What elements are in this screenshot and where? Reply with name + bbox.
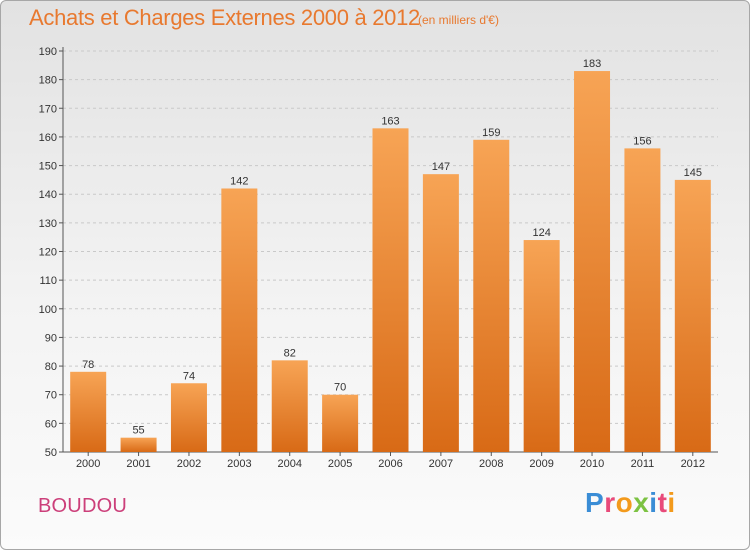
data-label-2011: 156 xyxy=(633,135,651,147)
x-tick-label-2002: 2002 xyxy=(177,458,201,470)
x-tick-label-2003: 2003 xyxy=(227,458,251,470)
y-tick-label-70: 70 xyxy=(45,390,57,402)
x-tick-label-2007: 2007 xyxy=(429,458,453,470)
data-label-2001: 55 xyxy=(132,425,144,437)
chart-title: Achats et Charges Externes 2000 à 2012 xyxy=(29,5,420,30)
data-label-2006: 163 xyxy=(381,115,399,127)
bars xyxy=(70,71,711,453)
logo-letter: i xyxy=(649,487,658,518)
bar-2011 xyxy=(624,148,661,452)
y-tick-label-140: 140 xyxy=(39,189,57,201)
y-tick-label-90: 90 xyxy=(45,332,57,344)
x-tick-label-2010: 2010 xyxy=(580,458,604,470)
data-label-2003: 142 xyxy=(230,175,248,187)
x-tick-label-2011: 2011 xyxy=(631,458,655,470)
y-tick-label-190: 190 xyxy=(39,46,57,58)
bar-2000 xyxy=(70,371,107,452)
bar-2012 xyxy=(674,179,711,452)
bar-2001 xyxy=(120,437,157,452)
chart-subtitle: (en milliers d'€) xyxy=(418,13,499,27)
bar-2010 xyxy=(574,71,611,453)
bar-2007 xyxy=(422,174,459,452)
x-tick-label-2005: 2005 xyxy=(328,458,352,470)
data-label-2010: 183 xyxy=(583,58,601,70)
y-tick-label-50: 50 xyxy=(45,447,57,459)
data-label-2005: 70 xyxy=(334,382,346,394)
x-tick-label-2006: 2006 xyxy=(378,458,402,470)
x-tick-label-2004: 2004 xyxy=(277,458,301,470)
y-tick-label-80: 80 xyxy=(45,361,57,373)
data-label-2000: 78 xyxy=(82,359,94,371)
y-tick-label-150: 150 xyxy=(39,161,57,173)
y-tick-label-130: 130 xyxy=(39,218,57,230)
logo-letter: x xyxy=(633,487,650,518)
logo-letter: P xyxy=(585,487,605,518)
bar-2009 xyxy=(523,240,560,452)
bar-2003 xyxy=(221,188,258,452)
x-tick-label-2001: 2001 xyxy=(126,458,150,470)
bar-2006 xyxy=(372,128,409,452)
axes: 50 60 70 80 90 100 110 120 130 140 150 160 170 180 190… xyxy=(39,46,718,470)
x-tick-label-2009: 2009 xyxy=(529,458,553,470)
logo-letter: t xyxy=(657,487,668,518)
bar-2008 xyxy=(473,139,510,453)
logo-letter: i xyxy=(667,487,676,518)
data-label-2012: 145 xyxy=(684,167,702,179)
y-tick-label-180: 180 xyxy=(39,75,57,87)
data-label-2002: 74 xyxy=(183,370,195,382)
data-label-2004: 82 xyxy=(284,347,296,359)
x-tick-label-2008: 2008 xyxy=(479,458,503,470)
data-label-2008: 159 xyxy=(482,127,500,139)
x-tick-label-2000: 2000 xyxy=(76,458,100,470)
y-tick-label-160: 160 xyxy=(39,132,57,144)
place-name: BOUDOU xyxy=(38,495,127,517)
data-labels: 78 55 74 142 82 70 163 147 159 124 183 156 145 xyxy=(82,58,702,437)
bar-2002 xyxy=(170,383,207,452)
data-label-2007: 147 xyxy=(432,161,450,173)
bar-2005 xyxy=(322,394,359,452)
bar-2004 xyxy=(271,360,308,452)
proxiti-logo[interactable]: Proxiti xyxy=(585,487,676,519)
y-tick-label-120: 120 xyxy=(39,247,57,259)
logo-letter: o xyxy=(615,487,634,518)
y-tick-label-60: 60 xyxy=(45,418,57,430)
data-label-2009: 124 xyxy=(532,227,550,239)
y-tick-label-100: 100 xyxy=(39,304,57,316)
logo-letter: r xyxy=(604,487,616,518)
y-tick-label-110: 110 xyxy=(39,275,57,287)
y-tick-label-170: 170 xyxy=(39,103,57,115)
x-tick-label-2012: 2012 xyxy=(681,458,705,470)
